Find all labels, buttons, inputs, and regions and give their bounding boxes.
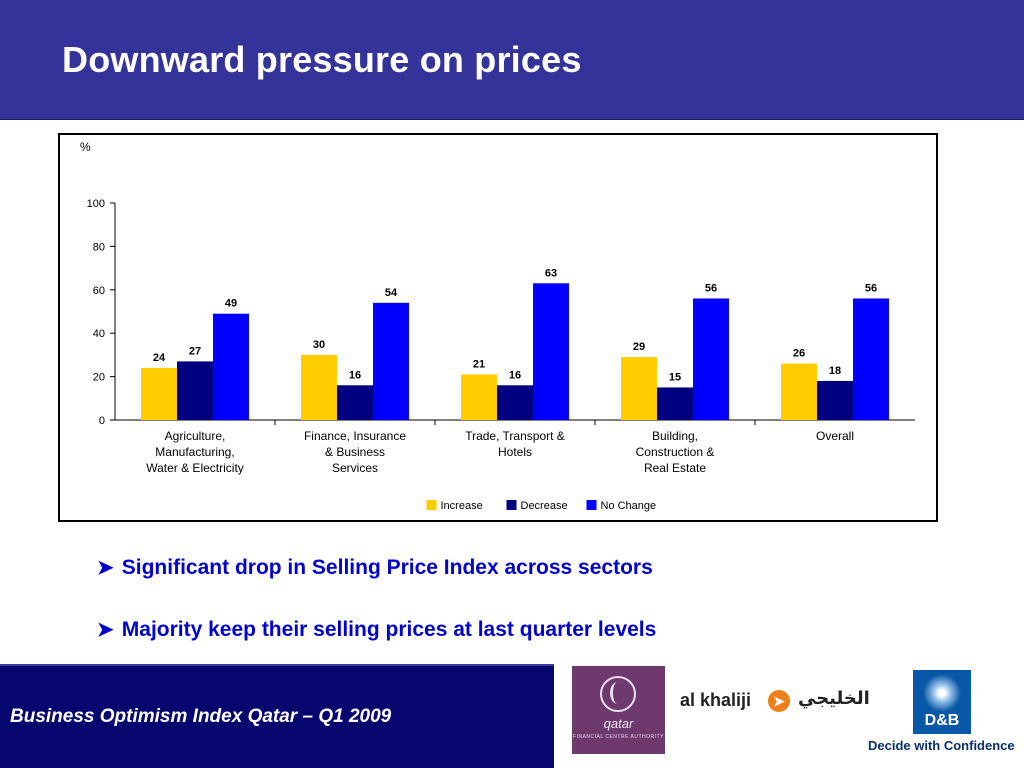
x-tick-label: Hotels — [498, 445, 532, 459]
bar — [177, 361, 213, 420]
data-label: 49 — [225, 298, 237, 310]
data-label: 56 — [705, 282, 717, 294]
data-label: 29 — [633, 341, 645, 353]
bar — [301, 354, 337, 420]
data-label: 54 — [385, 287, 398, 299]
bar — [461, 374, 497, 420]
x-tick-label: Trade, Transport & — [465, 429, 565, 443]
footer-text: Business Optimism Index Qatar – Q1 2009 — [10, 706, 392, 727]
legend-swatch — [426, 500, 437, 510]
y-tick-label: 60 — [93, 285, 105, 297]
data-label: 63 — [545, 267, 557, 279]
bar — [621, 357, 657, 420]
x-tick-label: Services — [332, 461, 378, 475]
bar — [141, 367, 177, 420]
y-tick-label: 80 — [93, 241, 105, 253]
x-tick-label: Water & Electricity — [146, 461, 244, 475]
title-bar: Downward pressure on prices — [0, 0, 1024, 120]
legend-label: Decrease — [521, 500, 568, 512]
y-tick-label: 100 — [87, 198, 105, 210]
x-tick-label: Overall — [816, 429, 854, 443]
unit-label: % — [80, 140, 91, 154]
data-label: 18 — [829, 365, 841, 377]
bar — [337, 385, 373, 420]
data-label: 27 — [189, 345, 201, 357]
alkhaliji-mark-icon: ➤ — [768, 690, 790, 712]
data-label: 16 — [509, 369, 521, 381]
qfc-logo-subtitle: FINANCIAL CENTRE AUTHORITY — [573, 734, 664, 740]
bullet-item: ➤ Significant drop in Selling Price Index… — [97, 555, 653, 581]
data-label: 21 — [473, 358, 485, 370]
x-tick-label: & Business — [325, 445, 385, 459]
arrow-bullet-icon: ➤ — [97, 619, 114, 641]
bar — [213, 313, 249, 420]
data-label: 30 — [313, 339, 325, 351]
db-logo-word: D&B — [924, 712, 960, 729]
y-tick-label: 20 — [93, 372, 105, 384]
y-tick-label: 0 — [99, 415, 105, 427]
bar — [817, 380, 853, 420]
legend-swatch — [506, 500, 517, 510]
bullet-item: ➤ Majority keep their selling prices at l… — [97, 617, 656, 643]
alkhaliji-logo-arabic: الخليجي — [798, 688, 870, 709]
data-label: 56 — [865, 282, 877, 294]
bullet-text: Significant drop in Selling Price Index … — [121, 556, 653, 579]
data-label: 16 — [349, 369, 361, 381]
data-label: 15 — [669, 371, 681, 383]
x-tick-label: Real Estate — [644, 461, 706, 475]
x-tick-label: Agriculture, — [165, 429, 226, 443]
chart-frame: % 0 20 40 60 80 100 24 27 49 Agriculture, Manufactu… — [58, 133, 938, 522]
y-tick-label: 40 — [93, 328, 105, 340]
bar — [373, 302, 409, 420]
legend-swatch — [586, 500, 597, 510]
x-tick-label: Manufacturing, — [155, 445, 234, 459]
footer-bar: Business Optimism Index Qatar – Q1 2009 — [0, 664, 554, 768]
qfc-emblem-icon — [600, 676, 636, 712]
x-tick-label: Building, — [652, 429, 698, 443]
db-tagline: Decide with Confidence — [868, 738, 1015, 753]
bullet-text: Majority keep their selling prices at la… — [121, 618, 657, 641]
alkhaliji-logo-latin: al khaliji — [680, 690, 752, 710]
bar — [693, 298, 729, 420]
x-tick-label: Finance, Insurance — [304, 429, 406, 443]
legend-label: Increase — [441, 500, 483, 512]
db-logo: D&B — [913, 670, 971, 734]
bar — [781, 363, 817, 420]
legend-label: No Change — [601, 500, 657, 512]
data-label: 24 — [153, 352, 166, 364]
qfc-logo: qatar FINANCIAL CENTRE AUTHORITY — [572, 666, 665, 754]
arrow-bullet-icon: ➤ — [97, 557, 114, 579]
bar — [657, 387, 693, 420]
slide-title: Downward pressure on prices — [62, 39, 582, 80]
bar-chart: % 0 20 40 60 80 100 24 27 49 Agriculture, Manufactu… — [80, 140, 915, 512]
bar — [533, 283, 569, 420]
data-label: 26 — [793, 348, 805, 360]
db-starburst-icon — [923, 674, 961, 712]
x-tick-label: Construction & — [636, 445, 715, 459]
bar — [497, 385, 533, 420]
qfc-logo-word: qatar — [603, 716, 634, 731]
bar — [853, 298, 889, 420]
